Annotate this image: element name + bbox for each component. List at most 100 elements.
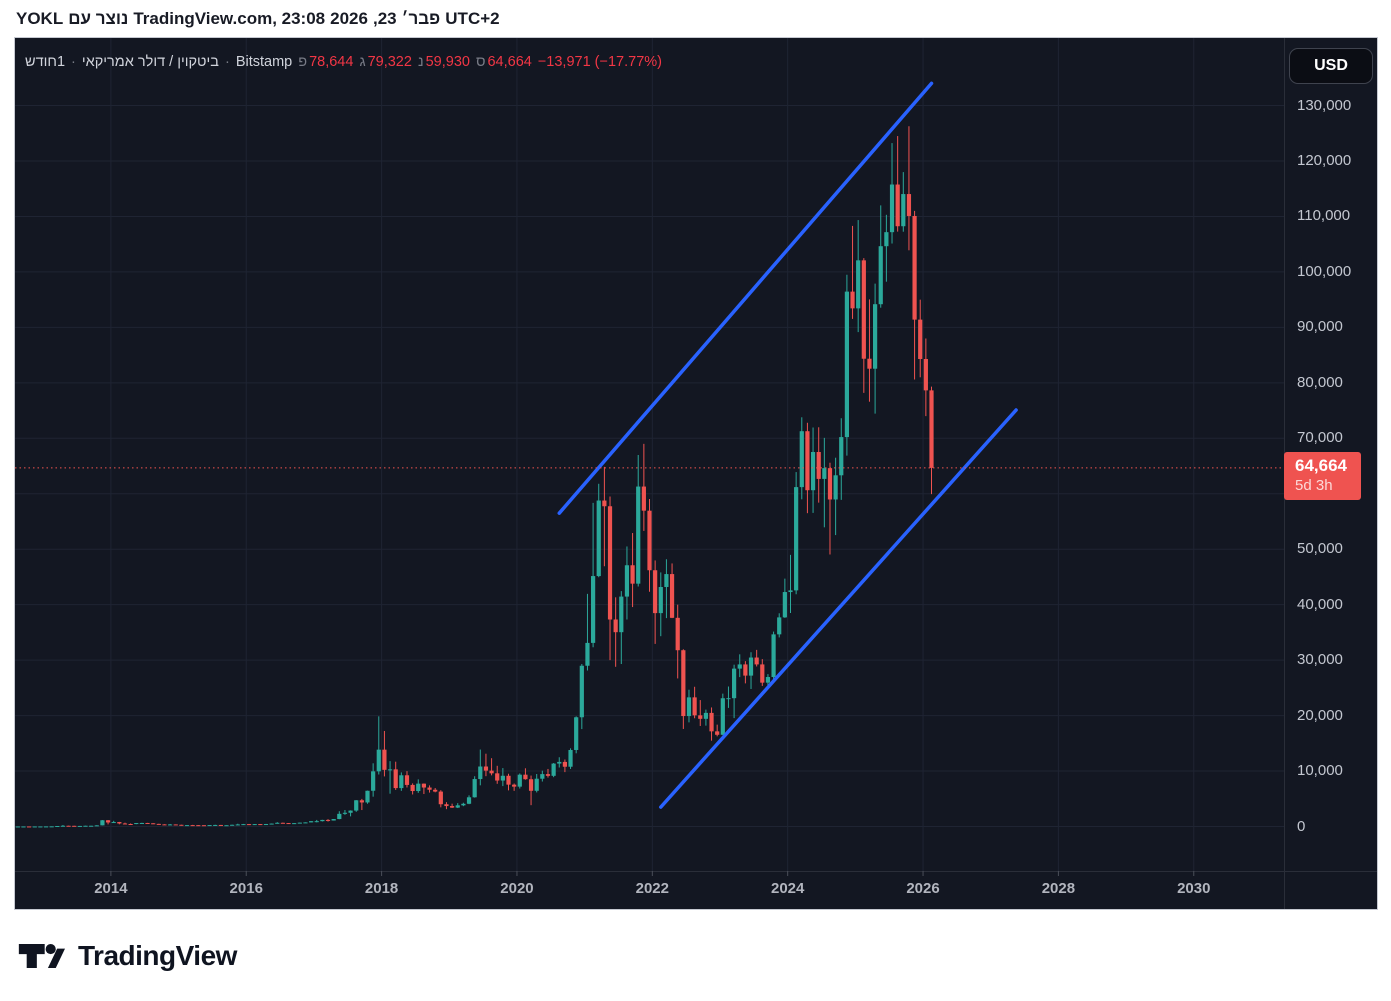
candlestick-chart[interactable] bbox=[15, 38, 1377, 909]
price-tick-label: 90,000 bbox=[1297, 318, 1343, 336]
candle-body bbox=[325, 819, 331, 821]
candle-body bbox=[275, 822, 280, 824]
candle-body bbox=[376, 749, 381, 772]
exchange-name[interactable]: Bitstamp bbox=[235, 54, 293, 70]
attribution-text: YOKL bbox=[16, 8, 64, 28]
candle-body bbox=[371, 771, 376, 791]
candle-body bbox=[500, 775, 505, 781]
candle-body bbox=[591, 576, 596, 643]
candle-body bbox=[404, 775, 410, 785]
candle-body bbox=[833, 475, 838, 500]
price-tick-label: 20,000 bbox=[1297, 706, 1343, 724]
candle-body bbox=[173, 824, 178, 826]
candle-body bbox=[703, 712, 708, 719]
candle-body bbox=[799, 431, 804, 488]
change-value: −13,971 (−17.77%) bbox=[537, 54, 662, 70]
candle-body bbox=[551, 763, 556, 776]
candle-body bbox=[732, 668, 737, 699]
candle-body bbox=[416, 783, 421, 792]
candle-body bbox=[844, 291, 849, 438]
candle-body bbox=[692, 697, 697, 716]
candle-body bbox=[743, 664, 748, 676]
channel-upper-trendline[interactable] bbox=[557, 81, 934, 515]
price-axis[interactable]: 010,00020,00030,00040,00050,00060,00070,… bbox=[1284, 38, 1377, 871]
candle-body bbox=[359, 800, 364, 803]
candle-body bbox=[545, 774, 551, 776]
candle-body bbox=[889, 184, 895, 233]
candle-body bbox=[235, 824, 240, 826]
candle-body bbox=[38, 826, 43, 828]
year-tick-label: 2028 bbox=[1041, 880, 1076, 897]
candle-body bbox=[901, 194, 906, 227]
currency-usd-button[interactable]: USD bbox=[1289, 48, 1373, 84]
candle-body bbox=[292, 823, 297, 825]
candle-body bbox=[918, 319, 923, 359]
candle-body bbox=[726, 698, 731, 700]
candle-body bbox=[269, 823, 274, 825]
candle-body bbox=[309, 821, 314, 823]
symbol-name[interactable]: ביטקוין / דולר אמריקאי bbox=[81, 54, 219, 70]
candle-body bbox=[145, 822, 150, 824]
tradingview-logo-icon bbox=[18, 943, 65, 968]
candle-body bbox=[884, 232, 889, 247]
candle-body bbox=[399, 775, 404, 789]
year-tick-label: 2014 bbox=[94, 880, 128, 897]
candle-body bbox=[805, 431, 810, 491]
candle-body bbox=[455, 805, 460, 808]
candle-body bbox=[224, 825, 229, 827]
low-letter: נ bbox=[417, 54, 424, 70]
candle-body bbox=[55, 826, 60, 828]
candle-body bbox=[337, 813, 342, 820]
candle-body bbox=[827, 468, 833, 500]
candle-body bbox=[410, 784, 415, 792]
price-tick-label: 80,000 bbox=[1297, 373, 1343, 391]
candle-body bbox=[263, 824, 269, 826]
tradingview-logo: TradingView bbox=[17, 936, 237, 976]
candle-body bbox=[156, 823, 161, 825]
channel-lower-trendline[interactable] bbox=[659, 408, 1018, 809]
legend-separator: · bbox=[224, 54, 230, 70]
candle-body bbox=[715, 731, 720, 735]
attribution-text: פבר׳ bbox=[401, 8, 441, 28]
candle-body bbox=[867, 358, 872, 369]
price-tick-label: 40,000 bbox=[1297, 595, 1343, 613]
candle-body bbox=[675, 617, 680, 651]
candle-body bbox=[895, 184, 900, 227]
high-value: 79,322 bbox=[367, 54, 412, 70]
current-price-label[interactable]: 64,664 5d 3h bbox=[1284, 452, 1361, 500]
candle-body bbox=[27, 826, 32, 828]
time-axis[interactable]: 2014 2016 2018 2020 2022 2024 2026 2028 2030 bbox=[15, 871, 1377, 909]
close-value: 64,664 bbox=[487, 54, 532, 70]
timeframe-label[interactable]: 1חודש bbox=[25, 54, 66, 70]
candle-body bbox=[619, 596, 624, 633]
price-tick-label: 100,000 bbox=[1297, 262, 1352, 280]
year-tick-label: 2020 bbox=[500, 880, 534, 897]
candle-body bbox=[794, 487, 799, 591]
price-tick-label: 30,000 bbox=[1297, 651, 1343, 669]
year-tick-label: 2022 bbox=[635, 880, 669, 897]
candle-body bbox=[478, 766, 483, 780]
candle-body bbox=[230, 824, 235, 826]
ohlc-open: פ 78,644 bbox=[298, 54, 353, 70]
candle-body bbox=[523, 774, 528, 780]
open-value: 78,644 bbox=[309, 54, 354, 70]
candle-body bbox=[128, 824, 133, 826]
candle-body bbox=[66, 825, 71, 827]
price-tick-label: 130,000 bbox=[1297, 96, 1352, 114]
candle-body bbox=[190, 825, 195, 827]
candle-body bbox=[122, 823, 128, 825]
candle-body bbox=[839, 437, 844, 476]
chart-panel: 1חודש · ביטקוין / דולר אמריקאי · Bitstam… bbox=[14, 37, 1378, 910]
candle-body bbox=[60, 825, 66, 827]
candle-body bbox=[117, 822, 122, 824]
candle-body bbox=[246, 824, 252, 826]
candle-body bbox=[923, 358, 928, 391]
candle-body bbox=[506, 775, 511, 785]
candle-body bbox=[134, 823, 139, 825]
candle-body bbox=[822, 468, 827, 479]
candle-body bbox=[613, 619, 618, 633]
candle-body bbox=[782, 592, 787, 618]
candle-body bbox=[653, 570, 658, 614]
ohlc-low: נ 59,930 bbox=[418, 54, 470, 70]
candle-body bbox=[393, 769, 398, 789]
